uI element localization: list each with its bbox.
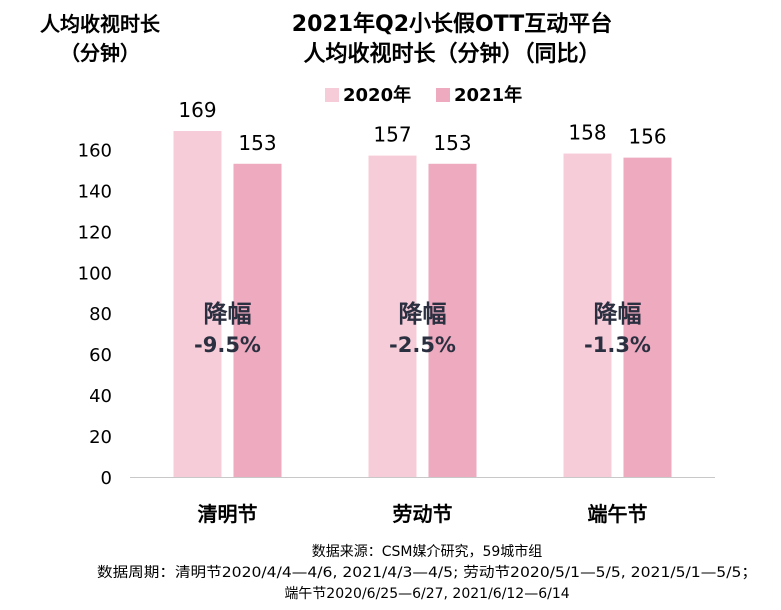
y-tick-label: 80 (89, 304, 112, 325)
bar-2021 (233, 163, 282, 477)
x-category-label: 劳动节 (393, 502, 453, 526)
bar-2020 (173, 131, 222, 477)
annotation-value: -2.5% (389, 333, 456, 357)
bar-2021 (623, 157, 672, 477)
annotation-value: -1.3% (584, 333, 651, 357)
x-category-label: 清明节 (198, 502, 258, 526)
source-line-2: 数据周期：清明节2020/4/4—4/6, 2021/4/3—4/5; 劳动节2… (97, 565, 757, 581)
y-tick-label: 20 (89, 427, 112, 448)
bar-2020 (368, 155, 417, 477)
source-line-1: 数据来源：CSM媒介研究，59城市组 (312, 543, 543, 560)
legend-label-2021: 2021年 (454, 84, 522, 106)
legend-label-2020: 2020年 (343, 84, 411, 106)
y-tick-label: 120 (78, 222, 112, 243)
y-axis-label-line-2: （分钟） (60, 41, 140, 65)
legend: 2020年 2021年 (325, 84, 522, 106)
y-tick-label: 100 (78, 263, 112, 284)
bar-2020 (563, 153, 612, 478)
data-label: 153 (433, 131, 471, 155)
source-line-3: 端午节2020/6/25—6/27, 2021/6/12—6/14 (284, 586, 569, 602)
data-label: 169 (178, 98, 216, 122)
y-tick-label: 160 (78, 140, 112, 161)
y-axis-label-line-1: 人均收视时长 (40, 12, 161, 36)
chart-title-line-1: 2021年Q2小长假OTT互动平台 (292, 11, 612, 37)
plot-area: 0 20 40 60 80 100 120 140 160 169 153 清明节 降幅 -9.5% 157… (78, 98, 715, 526)
data-label: 157 (373, 123, 411, 147)
y-tick-label: 40 (89, 386, 112, 407)
y-tick-label: 60 (89, 345, 112, 366)
annotation-label: 降幅 (204, 300, 252, 328)
annotation-label: 降幅 (399, 300, 447, 328)
annotation-label: 降幅 (594, 300, 642, 328)
bar-2021 (428, 163, 477, 477)
x-category-label: 端午节 (588, 502, 648, 526)
data-label: 153 (238, 131, 276, 155)
y-tick-label: 0 (101, 468, 112, 489)
legend-swatch-2021 (436, 88, 450, 102)
y-tick-label: 140 (78, 181, 112, 202)
data-label: 158 (568, 121, 606, 145)
annotation-value: -9.5% (194, 333, 261, 357)
chart-title-line-2: 人均收视时长（分钟）（同比） (303, 41, 600, 67)
data-label: 156 (628, 125, 666, 149)
legend-swatch-2020 (325, 88, 339, 102)
